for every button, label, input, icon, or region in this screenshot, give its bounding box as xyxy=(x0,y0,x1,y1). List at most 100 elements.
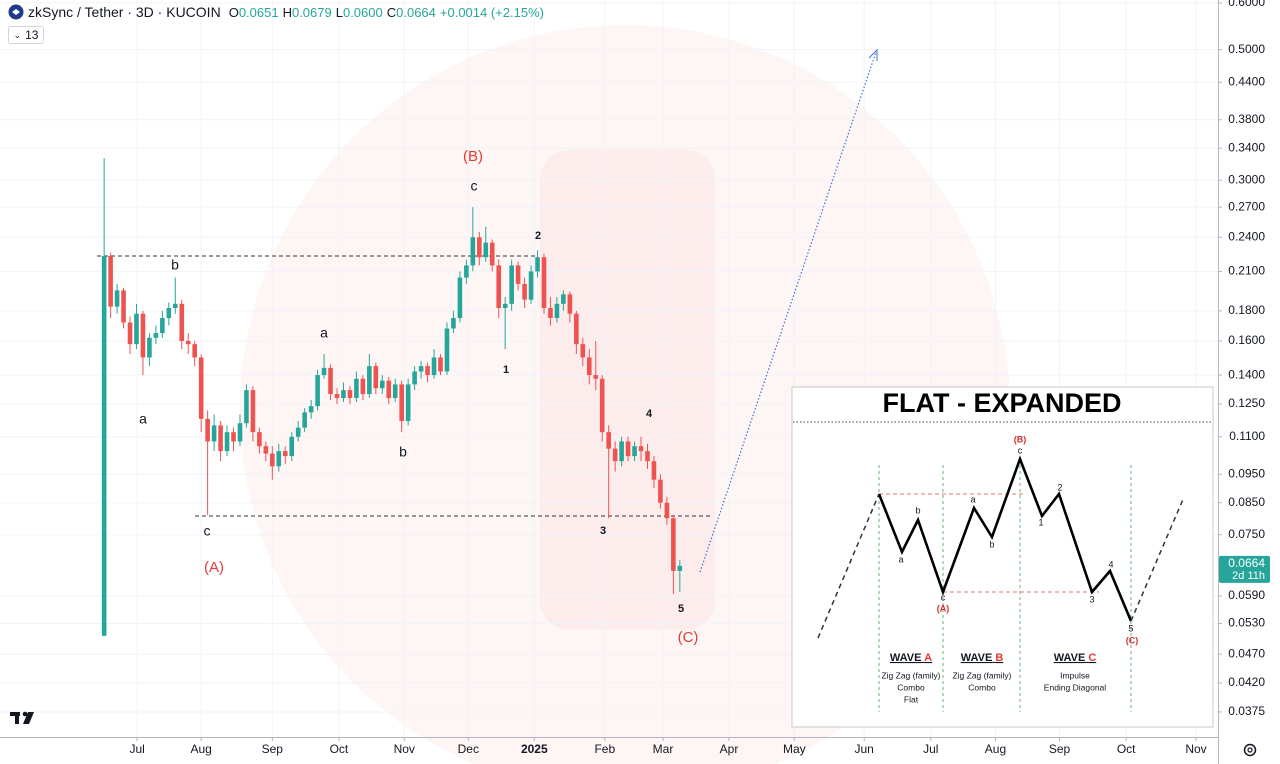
x-tick-label: Dec xyxy=(458,742,479,756)
x-tick-label: May xyxy=(783,742,806,756)
candle-body xyxy=(399,384,404,421)
candle-body xyxy=(211,425,217,442)
candle-body xyxy=(360,378,366,395)
y-tick-label: 0.4400 xyxy=(1228,74,1265,88)
candle-body xyxy=(231,432,236,442)
candle-body xyxy=(444,328,450,372)
wave-word: WAVE xyxy=(890,652,922,664)
candle-body xyxy=(554,303,560,319)
settings-icon[interactable] xyxy=(1243,743,1257,757)
candle-body xyxy=(101,256,107,636)
x-tick-label: Nov xyxy=(1185,742,1206,756)
x-tick-label: Mar xyxy=(653,742,674,756)
candle-body xyxy=(328,367,333,395)
candle-body xyxy=(250,390,256,433)
x-tick-label: Jul xyxy=(923,742,938,756)
ohlc-key: C xyxy=(386,4,397,20)
wave-label: (A) xyxy=(204,559,224,576)
inset-title: FLAT - EXPANDED xyxy=(883,388,1122,418)
gear[interactable] xyxy=(1243,743,1257,757)
candle-body xyxy=(347,390,353,399)
wave-label: c xyxy=(204,523,211,539)
candle-body xyxy=(561,294,566,304)
wave-label: b xyxy=(171,257,179,273)
wave-word: WAVE xyxy=(1054,652,1086,664)
symbol-logo xyxy=(8,4,24,20)
ohlc-value: 0.0679 xyxy=(291,4,332,20)
candle-body xyxy=(160,318,165,334)
candle-body xyxy=(354,378,359,399)
candle-body xyxy=(457,277,463,319)
candle-body xyxy=(638,446,644,452)
candle-body xyxy=(431,357,437,376)
candle-body xyxy=(541,257,547,309)
candle-body xyxy=(535,257,540,272)
candle-body xyxy=(496,265,502,309)
candle-body xyxy=(677,565,683,571)
candle-body xyxy=(263,446,269,454)
candle-body xyxy=(671,518,676,571)
symbol[interactable]: zkSync / Tether · 3D · KUCOIN xyxy=(28,4,221,20)
indicator-count: 13 xyxy=(25,28,39,42)
candle-body xyxy=(489,242,495,266)
inset-dividers xyxy=(878,465,1132,712)
candle-body xyxy=(192,344,197,358)
inset-lead-out xyxy=(1130,496,1185,622)
inset-label: b xyxy=(989,539,994,549)
candle-body xyxy=(658,479,663,503)
candle-body xyxy=(341,390,346,399)
candle-body xyxy=(244,390,249,424)
wave-note: Combo xyxy=(897,682,925,692)
wave-title: WAVE A xyxy=(890,652,932,664)
y-tick-label: 0.0530 xyxy=(1228,616,1265,630)
inset-label: 1 xyxy=(1038,517,1043,527)
inset-label: (A) xyxy=(937,603,950,613)
wave-note: Ending Diagonal xyxy=(1044,682,1106,692)
inset-wave xyxy=(877,455,1133,622)
wave-label: 1 xyxy=(503,364,509,376)
price-tag xyxy=(1219,555,1270,583)
y-tick-label: 0.1100 xyxy=(1229,429,1265,443)
candle-body xyxy=(567,294,573,314)
candle-body xyxy=(548,308,553,319)
y-tick-label: 0.1800 xyxy=(1228,303,1265,317)
candle-body xyxy=(509,265,514,304)
inset-label: a xyxy=(970,494,975,504)
y-tick-label: 0.1250 xyxy=(1228,396,1265,410)
candle-body xyxy=(108,256,113,307)
projection-arrow xyxy=(868,48,878,61)
candle-body xyxy=(179,303,185,341)
ohlc-value: 0.0664 xyxy=(396,4,436,20)
inset-label: 2 xyxy=(1057,482,1062,492)
y-tick-label: 0.0850 xyxy=(1228,495,1265,509)
projection-line xyxy=(699,51,877,573)
inset-label: a xyxy=(898,554,903,564)
indicator-toggle[interactable]: ⌄ 13 xyxy=(8,26,44,44)
inset-frame xyxy=(791,386,1214,728)
y-tick-label: 0.2700 xyxy=(1228,199,1265,213)
ohlc-value: 0.0600 xyxy=(342,4,383,20)
candle-body xyxy=(412,371,417,385)
x-tick-label: Jul xyxy=(129,742,144,756)
candle-body xyxy=(619,441,624,462)
candle-body xyxy=(185,340,191,345)
wave-word: WAVE xyxy=(961,652,993,664)
wave-title: WAVE C xyxy=(1054,652,1097,664)
candle-body xyxy=(289,436,295,457)
candle-body xyxy=(198,357,204,419)
candle-body xyxy=(593,375,599,379)
y-tick-label: 0.0470 xyxy=(1228,646,1265,660)
candle-body xyxy=(451,318,456,329)
candle-body xyxy=(373,366,379,389)
x-tick-label: Oct xyxy=(1117,742,1136,756)
inset: FLAT - EXPANDED (B) c b a a b c (A) 2 1 … xyxy=(791,386,1214,728)
wave-note: Impulse xyxy=(1060,670,1090,680)
x-tick-label: Oct xyxy=(330,742,349,756)
candle-body xyxy=(502,303,508,309)
candle-body xyxy=(386,380,392,399)
candle-body xyxy=(308,406,314,413)
candle-body xyxy=(632,446,637,457)
candle-body xyxy=(664,502,670,519)
